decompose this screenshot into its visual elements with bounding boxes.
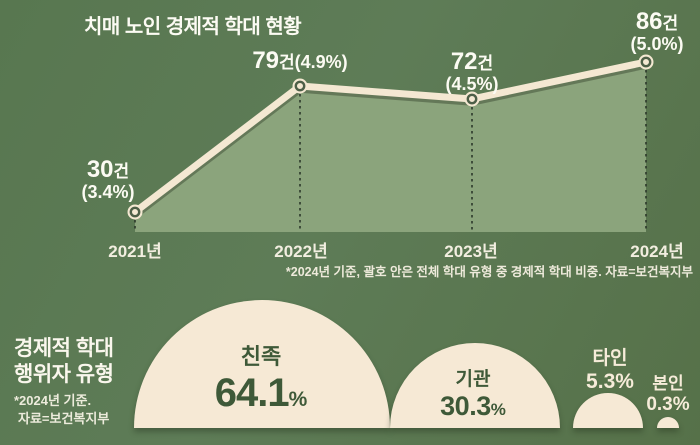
chart-footnote: *2024년 기준, 괄호 안은 전체 학대 유형 중 경제적 학대 비중. 자… xyxy=(285,265,693,279)
segment-tain-value: 5.3 xyxy=(586,370,616,393)
point-label-2022: 79건(4.9%) xyxy=(252,47,348,74)
segment-tain-label: 타인 xyxy=(592,348,628,369)
axis-label-2022: 2022년 xyxy=(274,242,328,261)
unit-2024: 건 xyxy=(662,14,679,33)
axis-label-2021: 2021년 xyxy=(108,242,162,261)
segment-bonin: 본인 0.3% xyxy=(646,369,689,416)
segment-gigwan-unit: % xyxy=(490,400,506,419)
segment-chinjok-label: 친족 xyxy=(240,344,282,369)
segment-bonin-unit: % xyxy=(672,394,690,415)
dashed-guides xyxy=(134,70,647,231)
section-title: 경제적 학대 행위자 유형 xyxy=(14,336,114,387)
axis-label-2024: 2024년 xyxy=(630,242,684,261)
pct-2022: (4.9%) xyxy=(294,52,348,72)
semicircle-tain xyxy=(573,393,643,428)
section-title-line2: 행위자 유형 xyxy=(14,362,114,386)
unit-2021: 건 xyxy=(113,162,130,181)
axis-label-2023: 2023년 xyxy=(444,242,498,261)
section-footnote-line2: 자료=보건복지부 xyxy=(18,410,110,426)
section-footnote: *2024년 기준. 자료=보건복지부 xyxy=(14,392,109,427)
segment-chinjok-unit: % xyxy=(288,388,308,411)
marker-ring-2022 xyxy=(294,80,306,92)
point-label-2024: 86건 (5.0%) xyxy=(630,8,684,54)
segment-tain: 타인 5.3% xyxy=(586,343,634,394)
segment-bonin-label: 본인 xyxy=(652,374,684,393)
line-chart xyxy=(127,54,654,232)
trend-line xyxy=(131,58,650,216)
segment-chinjok-value: 64.1 xyxy=(214,371,290,415)
section-title-line1: 경제적 학대 xyxy=(14,337,114,360)
marker-ring-2023 xyxy=(466,93,478,105)
semicircle-bonin xyxy=(657,417,679,428)
segment-gigwan-value: 30.3 xyxy=(440,391,491,421)
marker-ring-2021 xyxy=(129,206,141,218)
segment-gigwan-label: 기관 xyxy=(455,369,491,390)
count-2021: 30 xyxy=(86,156,114,183)
marker-ring-2024 xyxy=(640,56,652,68)
count-2023: 72 xyxy=(450,48,478,75)
unit-2023: 건 xyxy=(477,54,494,73)
point-label-2021: 30건 (3.4%) xyxy=(81,156,135,202)
count-2022: 79 xyxy=(252,47,280,74)
segment-tain-unit: % xyxy=(615,370,634,393)
segment-bonin-value: 0.3 xyxy=(646,394,673,415)
count-2024: 86 xyxy=(635,8,663,35)
section-footnote-line1: *2024년 기준. xyxy=(14,393,92,408)
pct-2023: (4.5%) xyxy=(445,73,499,94)
pct-2024: (5.0%) xyxy=(630,33,684,54)
point-label-2023: 72건 (4.5%) xyxy=(445,48,499,94)
segment-chinjok: 친족 64.1% xyxy=(215,339,308,416)
unit-2022: 건 xyxy=(279,53,295,72)
segment-gigwan: 기관 30.3% xyxy=(440,364,506,422)
chart-title: 치매 노인 경제적 학대 현황 xyxy=(84,16,302,38)
data-point-markers xyxy=(127,54,654,220)
pct-2021: (3.4%) xyxy=(81,181,135,202)
area-fill xyxy=(135,62,646,232)
